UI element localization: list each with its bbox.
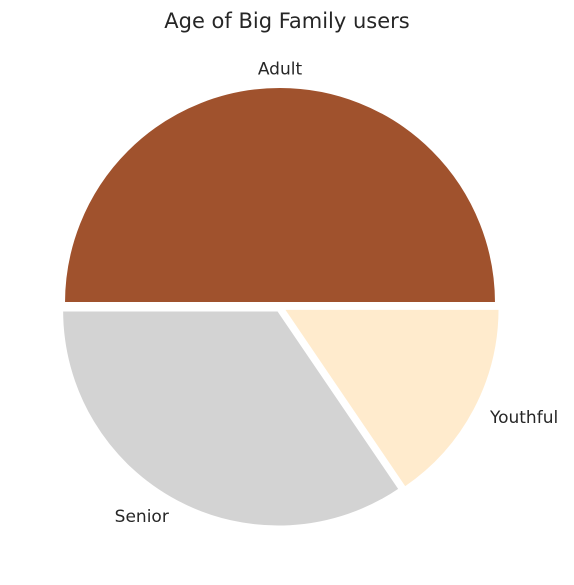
pie-slice-youthful: [281, 307, 501, 489]
pie-label-adult: Adult: [258, 59, 303, 79]
pie-label-senior: Senior: [115, 507, 169, 527]
chart-title: Age of Big Family users: [164, 9, 409, 33]
pie-label-youthful: Youthful: [489, 408, 558, 428]
pie-slice-senior: [61, 309, 401, 528]
pie-labels: Adult Senior Youthful: [115, 59, 559, 527]
pie-slices: [61, 86, 501, 528]
pie-slice-adult: [62, 86, 498, 304]
